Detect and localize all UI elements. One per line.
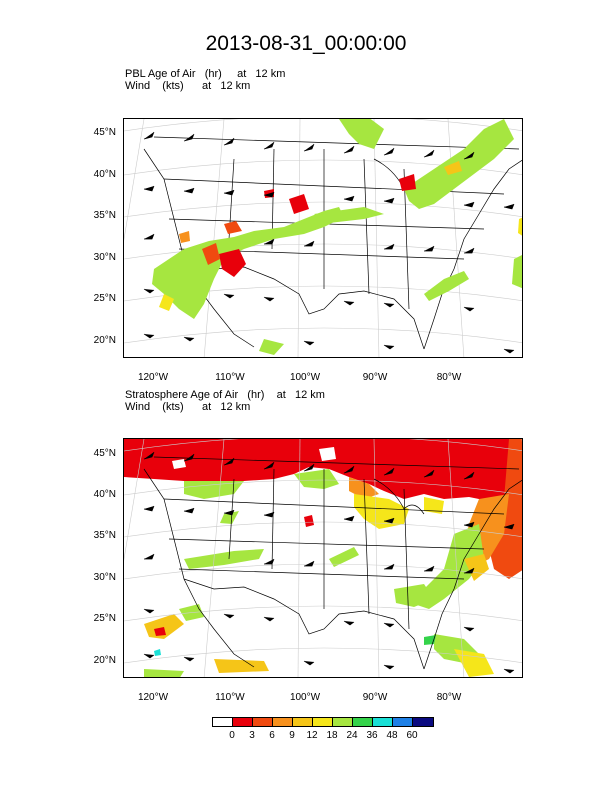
colorbar-label: 6 bbox=[269, 730, 275, 741]
colorbar-swatch bbox=[293, 718, 313, 726]
panel2-lon-label: 100°W bbox=[289, 692, 321, 703]
colorbar-swatch bbox=[273, 718, 293, 726]
panel1-lat-label: 40°N bbox=[93, 169, 116, 180]
panel1-lat-label: 35°N bbox=[93, 210, 116, 221]
panel2-lon-label: 90°W bbox=[362, 692, 388, 703]
colorbar-label: 12 bbox=[306, 730, 318, 741]
colorbar-label: 3 bbox=[249, 730, 255, 741]
colorbar-label: 0 bbox=[229, 730, 235, 741]
panel1-lat-label: 30°N bbox=[93, 252, 116, 263]
colorbar-swatch bbox=[353, 718, 373, 726]
colorbar-label: 60 bbox=[406, 730, 418, 741]
panel1-lon-label: 90°W bbox=[362, 372, 388, 383]
stratosphere-age-of-air-map bbox=[123, 438, 523, 678]
colorbar bbox=[212, 717, 434, 727]
colorbar-swatch bbox=[233, 718, 253, 726]
panel1-lat-label: 45°N bbox=[93, 127, 116, 138]
panel1-lon-label: 80°W bbox=[436, 372, 462, 383]
colorbar-swatch bbox=[213, 718, 233, 726]
panel2-lon-label: 120°W bbox=[137, 692, 169, 703]
panel2-subtitle-line2: Wind (kts) at 12 km bbox=[125, 401, 251, 413]
panel1-lon-label: 120°W bbox=[137, 372, 169, 383]
panel2-lat-label: 45°N bbox=[93, 448, 116, 459]
pbl-age-of-air-map bbox=[123, 118, 523, 358]
colorbar-label: 48 bbox=[386, 730, 398, 741]
colorbar-label: 36 bbox=[366, 730, 378, 741]
panel1-lat-label: 25°N bbox=[93, 293, 116, 304]
panel2-lat-label: 20°N bbox=[93, 655, 116, 666]
panel2-lat-label: 25°N bbox=[93, 613, 116, 624]
colorbar-label: 18 bbox=[326, 730, 338, 741]
panel2-lon-label: 80°W bbox=[436, 692, 462, 703]
colorbar-swatch bbox=[253, 718, 273, 726]
colorbar-swatch bbox=[413, 718, 433, 726]
colorbar-swatch bbox=[373, 718, 393, 726]
panel2-subtitle-line1: Stratosphere Age of Air (hr) at 12 km bbox=[125, 389, 325, 401]
panel1-lon-label: 110°W bbox=[215, 372, 245, 383]
panel2-lat-label: 40°N bbox=[93, 489, 116, 500]
panel1-subtitle-line2: Wind (kts) at 12 km bbox=[125, 80, 251, 92]
map-title: 2013-08-31_00:00:00 bbox=[205, 32, 407, 55]
panel1-lat-label: 20°N bbox=[93, 335, 116, 346]
panel1-subtitle-line1: PBL Age of Air (hr) at 12 km bbox=[125, 68, 286, 80]
panel2-lon-label: 110°W bbox=[215, 692, 245, 703]
colorbar-swatch bbox=[333, 718, 353, 726]
colorbar-swatch bbox=[393, 718, 413, 726]
panel1-lon-label: 100°W bbox=[289, 372, 321, 383]
colorbar-label: 9 bbox=[289, 730, 295, 741]
colorbar-swatch bbox=[313, 718, 333, 726]
panel2-lat-label: 30°N bbox=[93, 572, 116, 583]
colorbar-label: 24 bbox=[346, 730, 358, 741]
panel2-lat-label: 35°N bbox=[93, 530, 116, 541]
